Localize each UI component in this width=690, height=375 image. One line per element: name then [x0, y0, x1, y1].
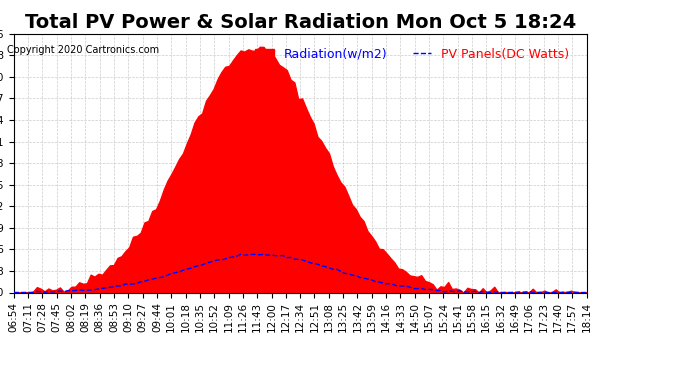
PV Panels(DC Watts) — [582, 290, 591, 295]
PV Panels(DC Watts) — [259, 252, 268, 257]
PV Panels(DC Watts) — [313, 262, 322, 266]
Legend: Radiation(w/m2), PV Panels(DC Watts): Radiation(w/m2), PV Panels(DC Watts) — [250, 43, 575, 66]
PV Panels(DC Watts) — [198, 263, 206, 267]
Title: Total PV Power & Solar Radiation Mon Oct 5 18:24: Total PV Power & Solar Radiation Mon Oct… — [25, 13, 575, 32]
PV Panels(DC Watts) — [10, 290, 18, 295]
PV Panels(DC Watts) — [486, 290, 495, 295]
Line: PV Panels(DC Watts): PV Panels(DC Watts) — [14, 254, 586, 292]
PV Panels(DC Watts) — [336, 269, 344, 273]
PV Panels(DC Watts) — [409, 286, 417, 291]
Text: Copyright 2020 Cartronics.com: Copyright 2020 Cartronics.com — [7, 45, 159, 55]
PV Panels(DC Watts) — [237, 252, 245, 257]
